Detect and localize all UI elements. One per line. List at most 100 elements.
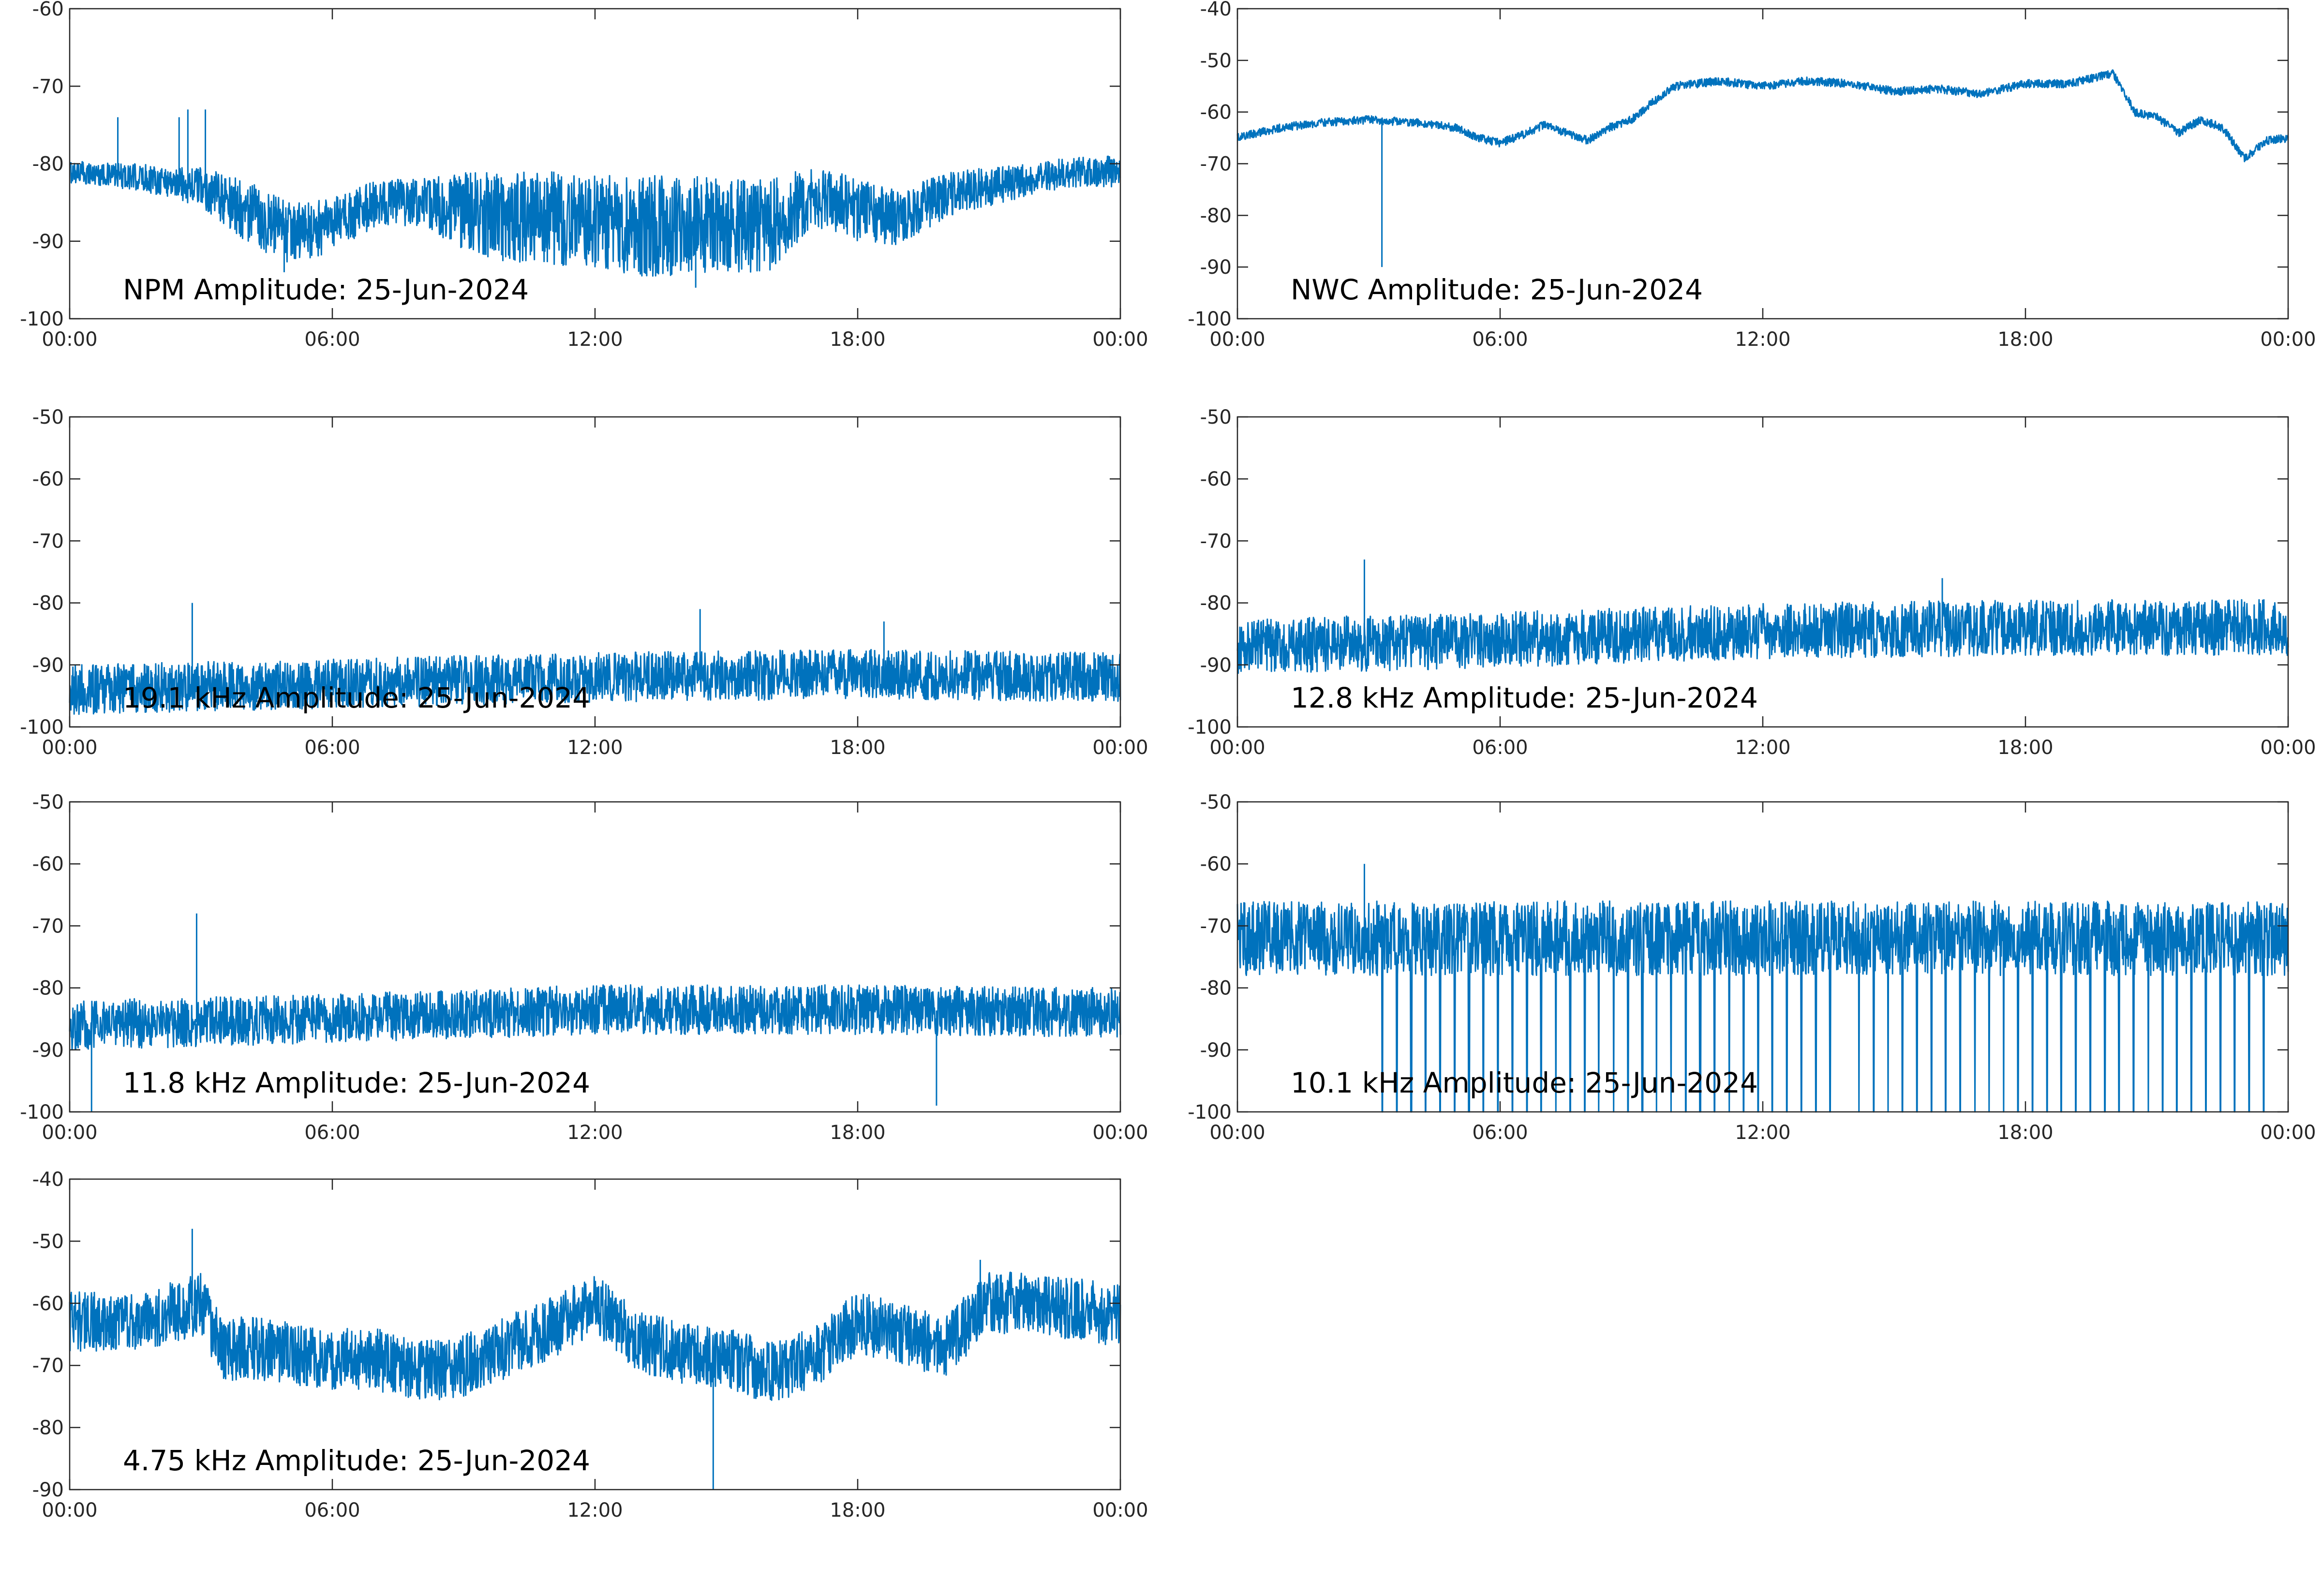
chart-6-ytick-label: -80 <box>1200 977 1232 1000</box>
chart-6-ytick-label: -90 <box>1200 1039 1232 1062</box>
chart-4-ytick-label: -70 <box>1200 530 1232 552</box>
chart-2-xtick-label: 18:00 <box>1997 328 2053 351</box>
chart-3-xtick-label: 12:00 <box>567 737 623 759</box>
chart-2-xtick-label: 12:00 <box>1735 328 1790 351</box>
chart-5-xtick-label: 00:00 <box>1092 1122 1148 1144</box>
chart-2-ytick-label: -70 <box>1200 153 1232 176</box>
chart-1-ytick-label: -100 <box>20 308 64 330</box>
chart-4-xtick-label: 00:00 <box>2260 737 2316 759</box>
chart-6-annotation-10: 10.1 kHz Amplitude: 25-Jun-2024 <box>1291 1066 1758 1099</box>
chart-7-ytick-label: -50 <box>32 1230 64 1253</box>
chart-1-ytick-label: -60 <box>32 0 64 20</box>
chart-5-annotation-11: 11.8 kHz Amplitude: 25-Jun-2024 <box>123 1066 590 1099</box>
chart-4-annotation-12: 12.8 kHz Amplitude: 25-Jun-2024 <box>1291 681 1758 714</box>
chart-4-xtick-label: 12:00 <box>1735 737 1790 759</box>
chart-7-ytick-label: -40 <box>32 1168 64 1191</box>
chart-7-series-line <box>69 1271 1121 1401</box>
chart-6-xtick-label: 12:00 <box>1735 1122 1790 1144</box>
chart-2-annotation-nwc: NWC Amplitude: 25-Jun-2024 <box>1291 273 1703 306</box>
chart-2-ytick-label: -50 <box>1200 50 1232 72</box>
chart-5-xtick-label: 00:00 <box>42 1122 97 1144</box>
chart-5-xtick-label: 18:00 <box>830 1122 885 1144</box>
chart-6-xtick-label: 00:00 <box>2260 1122 2316 1144</box>
chart-5-ytick-label: -60 <box>32 853 64 875</box>
chart-7-xtick-label: 18:00 <box>830 1499 885 1522</box>
chart-6-ytick-label: -60 <box>1200 853 1232 875</box>
chart-6-xtick-label: 18:00 <box>1997 1122 2053 1144</box>
chart-3-xtick-label: 00:00 <box>1092 737 1148 759</box>
chart-5-xtick-label: 06:00 <box>304 1122 360 1144</box>
chart-1-series-line <box>69 155 1121 277</box>
chart-2-xtick-label: 00:00 <box>1209 328 1265 351</box>
chart-7-xtick-label: 00:00 <box>42 1499 97 1522</box>
chart-7-ytick-label: -90 <box>32 1479 64 1501</box>
chart-3-xtick-label: 18:00 <box>830 737 885 759</box>
chart-6-series-line <box>1236 900 2289 1113</box>
chart-4-xtick-label: 00:00 <box>1209 737 1265 759</box>
chart-7-xtick-label: 00:00 <box>1092 1499 1148 1522</box>
chart-7-xtick-label: 06:00 <box>304 1499 360 1522</box>
chart-4-series-line <box>1236 599 2289 674</box>
chart-2-ytick-label: -60 <box>1200 102 1232 124</box>
chart-1-xtick-label: 00:00 <box>42 328 97 351</box>
chart-4-xtick-label: 06:00 <box>1472 737 1528 759</box>
chart-1-ytick-label: -90 <box>32 231 64 253</box>
chart-4-ytick-label: -80 <box>1200 592 1232 615</box>
chart-3-ytick-label: -60 <box>32 468 64 490</box>
chart-5-ytick-label: -50 <box>32 791 64 813</box>
chart-4-xtick-label: 18:00 <box>1997 737 2053 759</box>
chart-6-ytick-label: -50 <box>1200 791 1232 813</box>
chart-7-ytick-label: -80 <box>32 1417 64 1439</box>
chart-2-xtick-label: 00:00 <box>2260 328 2316 351</box>
chart-5-ytick-label: -80 <box>32 977 64 1000</box>
chart-2-ytick-label: -40 <box>1200 0 1232 20</box>
chart-5-ytick-label: -70 <box>32 915 64 937</box>
chart-3-xtick-label: 06:00 <box>304 737 360 759</box>
chart-7-xtick-label: 12:00 <box>567 1499 623 1522</box>
chart-1-xtick-label: 12:00 <box>567 328 623 351</box>
chart-6-ytick-label: -70 <box>1200 915 1232 937</box>
chart-3-annotation-19: 19.1 kHz Amplitude: 25-Jun-2024 <box>123 681 590 714</box>
chart-5-ytick-label: -90 <box>32 1039 64 1062</box>
chart-7-ytick-label: -60 <box>32 1293 64 1315</box>
chart-2-series-line <box>1236 69 2289 163</box>
chart-7-annotation-4: 4.75 kHz Amplitude: 25-Jun-2024 <box>123 1444 590 1477</box>
chart-1-ytick-label: -70 <box>32 75 64 98</box>
chart-4-ytick-label: -60 <box>1200 468 1232 490</box>
chart-2-ytick-label: -80 <box>1200 205 1232 227</box>
chart-2-ytick-label: -100 <box>1188 308 1232 330</box>
chart-3-ytick-label: -70 <box>32 530 64 552</box>
chart-5-ytick-label: -100 <box>20 1101 64 1123</box>
chart-1-ytick-label: -80 <box>32 153 64 176</box>
chart-3-xtick-label: 00:00 <box>42 737 97 759</box>
chart-1-annotation-npm: NPM Amplitude: 25-Jun-2024 <box>123 273 529 306</box>
chart-3-series-line <box>69 649 1121 715</box>
chart-3-ytick-label: -90 <box>32 654 64 677</box>
chart-6-xtick-label: 06:00 <box>1472 1122 1528 1144</box>
chart-4-ytick-label: -90 <box>1200 654 1232 677</box>
chart-4-ytick-label: -50 <box>1200 406 1232 429</box>
chart-5-xtick-label: 12:00 <box>567 1122 623 1144</box>
chart-1-xtick-label: 06:00 <box>304 328 360 351</box>
chart-4-ytick-label: -100 <box>1188 716 1232 739</box>
chart-3-ytick-label: -50 <box>32 406 64 429</box>
chart-1-xtick-label: 18:00 <box>830 328 885 351</box>
chart-7-ytick-label: -70 <box>32 1355 64 1377</box>
chart-1-xtick-label: 00:00 <box>1092 328 1148 351</box>
chart-2-ytick-label: -90 <box>1200 256 1232 279</box>
chart-5-series-line <box>69 984 1121 1051</box>
chart-6-xtick-label: 00:00 <box>1209 1122 1265 1144</box>
chart-6-ytick-label: -100 <box>1188 1101 1232 1123</box>
chart-3-ytick-label: -100 <box>20 716 64 739</box>
chart-2-xtick-label: 06:00 <box>1472 328 1528 351</box>
chart-3-ytick-label: -80 <box>32 592 64 615</box>
